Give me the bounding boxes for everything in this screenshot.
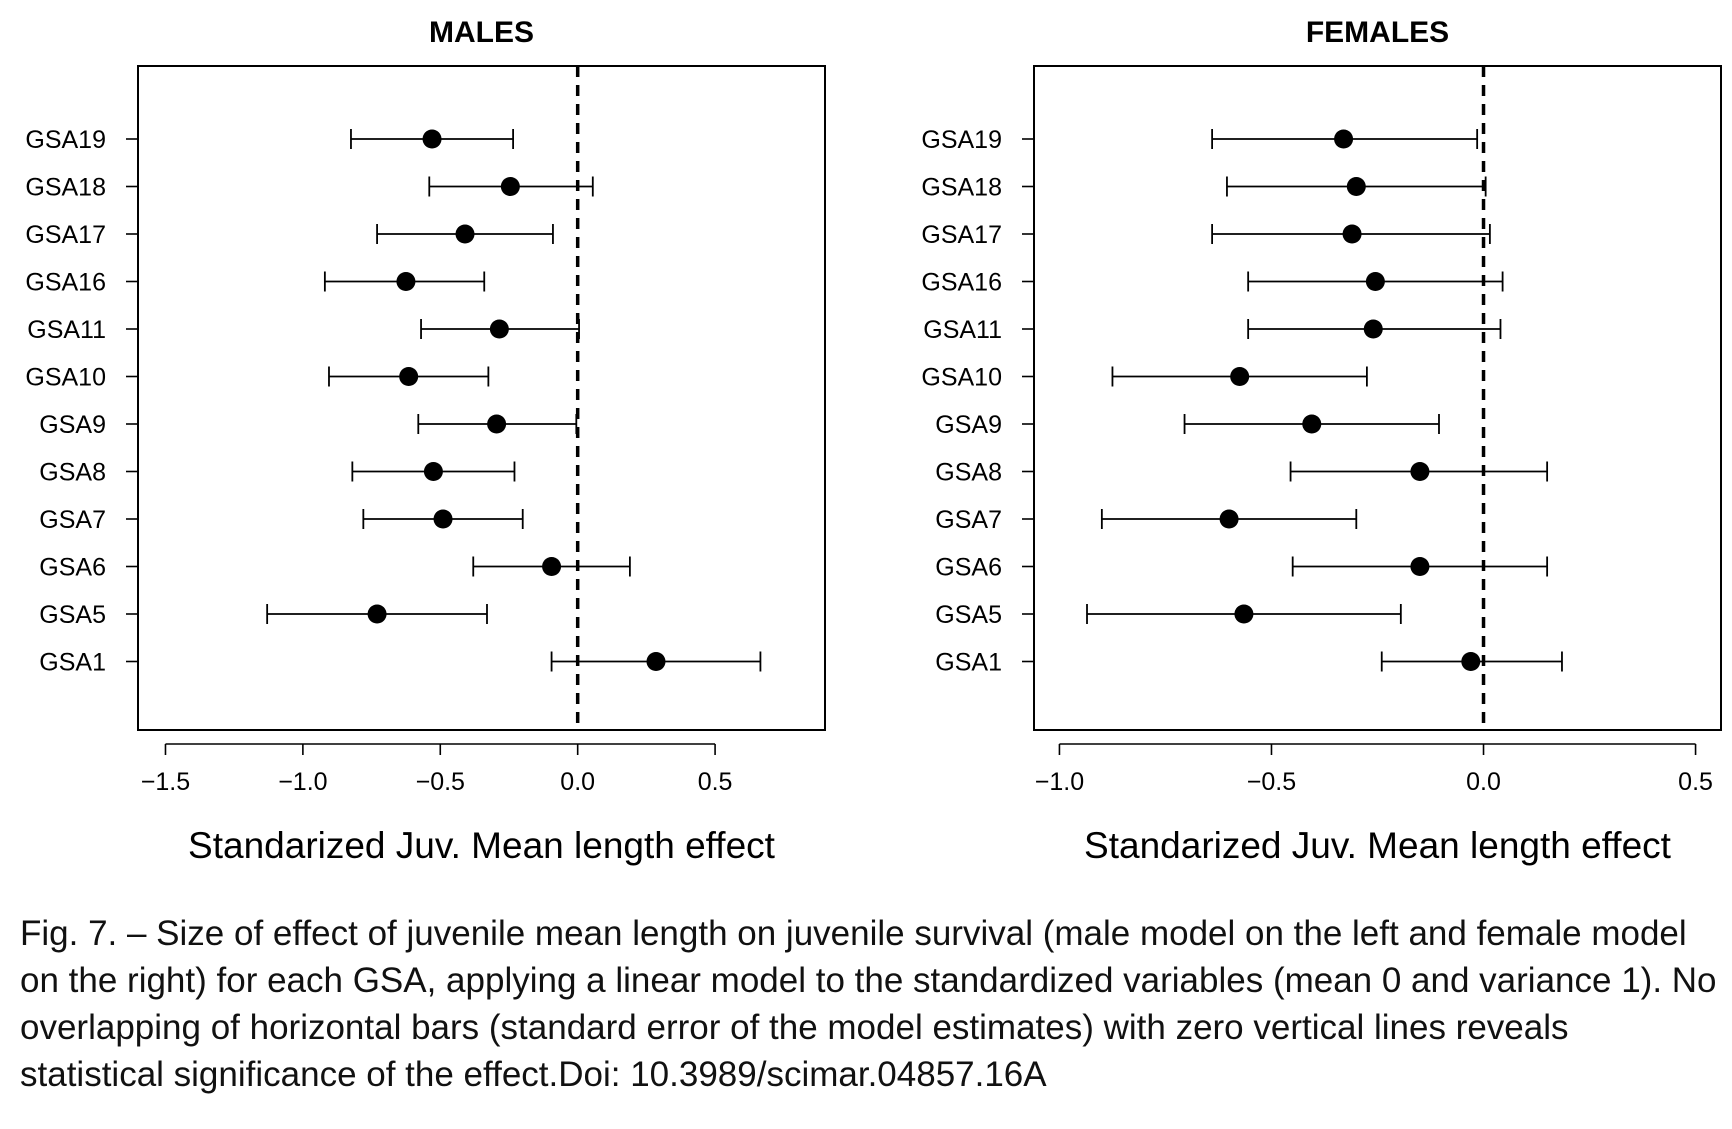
chart-canvas: MALES −1.5 −1.0 −0.5 0.0 0.5 Standarized Juv. …: [25, 16, 1722, 866]
males-y-tick-label: GSA7: [39, 506, 106, 534]
females-plot-frame: [1033, 65, 1722, 731]
females-y-tick-label: GSA9: [935, 411, 1002, 439]
females-y-tick-label: GSA8: [935, 459, 1002, 487]
males-x-tick-label: −0.5: [416, 768, 465, 796]
males-y-tick-label: GSA5: [39, 601, 106, 629]
females-y-tick-label: GSA16: [921, 269, 1002, 297]
males-y-tick-label: GSA16: [25, 269, 106, 297]
males-x-tick-label: 0.0: [560, 768, 595, 796]
males-y-tick-label: GSA19: [25, 126, 106, 154]
males-y-tick-label: GSA18: [25, 174, 106, 202]
females-point: [1230, 367, 1250, 386]
females-title: FEMALES: [1306, 16, 1449, 49]
males-point: [396, 272, 416, 291]
males-point: [423, 462, 443, 481]
males-point: [422, 129, 442, 149]
males-y-tick-label: GSA6: [39, 554, 106, 582]
females-point: [1219, 509, 1239, 529]
males-point: [487, 414, 507, 434]
females-x-axis-title: Standarized Juv. Mean length effect: [1084, 825, 1672, 866]
males-y-tick-label: GSA11: [27, 316, 106, 344]
males-point: [367, 604, 387, 624]
females-x-tick-label: 0.5: [1678, 768, 1713, 796]
males-y-tick-label: GSA10: [25, 364, 106, 392]
males-plot-frame: [137, 65, 826, 731]
males-point: [542, 557, 562, 576]
females-y-tick-label: GSA6: [935, 554, 1002, 582]
females-point: [1334, 129, 1354, 149]
females-point: [1410, 557, 1430, 576]
females-y-tick-label: GSA5: [935, 601, 1002, 629]
males-point: [646, 652, 666, 671]
females-y-tick-label: GSA18: [921, 174, 1002, 202]
females-x-tick-label: 0.0: [1466, 768, 1501, 796]
males-point: [489, 319, 509, 339]
females-y-tick-label: GSA17: [921, 221, 1002, 249]
males-point: [433, 509, 453, 529]
males-x-tick-label: 0.5: [698, 768, 733, 796]
females-y-tick-label: GSA11: [923, 316, 1002, 344]
males-title: MALES: [429, 16, 534, 49]
males-x-tick-label: −1.5: [141, 768, 190, 796]
females-point: [1302, 414, 1322, 434]
males-x-axis-title: Standarized Juv. Mean length effect: [188, 825, 776, 866]
females-point: [1410, 462, 1430, 481]
females-y-tick-label: GSA10: [921, 364, 1002, 392]
males-y-tick-label: GSA17: [25, 221, 106, 249]
females-point: [1365, 272, 1385, 291]
males-y-tick-label: GSA1: [39, 649, 106, 677]
males-y-tick-label: GSA8: [39, 459, 106, 487]
females-point: [1342, 224, 1362, 244]
males-y-tick-label: GSA9: [39, 411, 106, 439]
females-y-tick-label: GSA7: [935, 506, 1002, 534]
figure-caption: Fig. 7. – Size of effect of juvenile mea…: [20, 914, 1717, 1094]
females-point: [1234, 604, 1254, 624]
females-x-tick-label: −1.0: [1035, 768, 1084, 796]
males-point: [500, 177, 520, 196]
females-y-tick-label: GSA1: [935, 649, 1002, 677]
females-point: [1346, 177, 1366, 196]
figure: MALES −1.5 −1.0 −0.5 0.0 0.5 Standarized Juv. …: [25, 16, 1722, 866]
females-y-tick-label: GSA19: [921, 126, 1002, 154]
females-x-tick-label: −0.5: [1247, 768, 1296, 796]
females-point: [1363, 319, 1383, 339]
males-point: [399, 367, 419, 386]
females-point: [1461, 652, 1481, 671]
males-x-tick-label: −1.0: [278, 768, 327, 796]
males-point: [455, 224, 475, 244]
